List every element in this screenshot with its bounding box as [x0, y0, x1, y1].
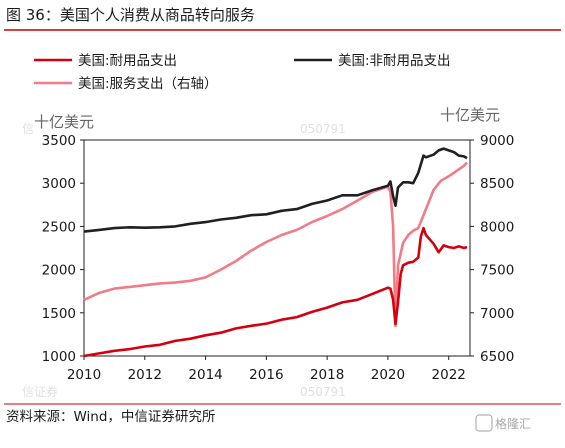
left-axis: 1000 1500 2000 2500 3000 3500 [42, 133, 84, 365]
right-tick-label: 8000 [480, 219, 514, 235]
series-line-nondurable [83, 147, 468, 233]
chart-title: 图 36：美国个人消费从商品转向服务 [6, 6, 255, 24]
legend-label-nondurable: 美国:非耐用品支出 [338, 53, 451, 69]
svg-text:格隆汇: 格隆汇 [495, 416, 531, 431]
legend-item-nondurable: 美国:非耐用品支出 [294, 53, 451, 69]
left-tick-label: 1000 [42, 349, 76, 365]
watermark-logo: 格隆汇 [475, 414, 531, 432]
legend-item-services: 美国:服务支出（右轴） [34, 76, 218, 92]
legend-label-services: 美国:服务支出（右轴） [78, 76, 218, 92]
x-tick-label: 2016 [249, 367, 283, 383]
right-tick-label: 7000 [480, 306, 514, 322]
svg-text:050791: 050791 [300, 122, 346, 136]
series-line-services [83, 161, 468, 328]
left-tick-label: 1500 [42, 306, 76, 322]
legend-label-durable: 美国:耐用品支出 [78, 53, 177, 69]
right-tick-label: 7500 [480, 263, 514, 279]
right-axis-unit: 十亿美元 [440, 106, 500, 124]
legend-item-durable: 美国:耐用品支出 [34, 53, 177, 69]
left-tick-label: 3500 [42, 133, 76, 149]
series-line-durable [83, 226, 468, 358]
x-tick-label: 2010 [67, 367, 101, 383]
x-axis: 2010 2012 2014 2016 2018 2020 2022 [67, 356, 466, 383]
svg-text:信证券: 信证券 [22, 384, 58, 399]
x-tick-label: 2020 [371, 367, 405, 383]
svg-text:信: 信 [22, 122, 34, 136]
svg-text:050791: 050791 [300, 385, 346, 399]
right-axis: 6500 7000 7500 8000 8500 9000 [470, 133, 514, 365]
plot-frame [83, 139, 471, 357]
left-tick-label: 3000 [42, 176, 76, 192]
left-tick-label: 2000 [42, 263, 76, 279]
series-layer [83, 147, 468, 358]
legend: 美国:耐用品支出 美国:非耐用品支出 美国:服务支出（右轴） [34, 53, 451, 92]
x-tick-label: 2014 [188, 367, 222, 383]
source-note: 资料来源：Wind，中信证券研究所 [6, 409, 215, 425]
right-tick-label: 8500 [480, 176, 514, 192]
left-axis-unit: 十亿美元 [34, 113, 94, 131]
right-tick-label: 6500 [480, 349, 514, 365]
left-tick-label: 2500 [42, 219, 76, 235]
x-tick-label: 2012 [128, 367, 162, 383]
x-tick-label: 2022 [432, 367, 466, 383]
x-tick-label: 2018 [310, 367, 344, 383]
watermark: 050791 050791 信 信证券 格隆汇 [22, 122, 531, 432]
right-tick-label: 9000 [480, 133, 514, 149]
